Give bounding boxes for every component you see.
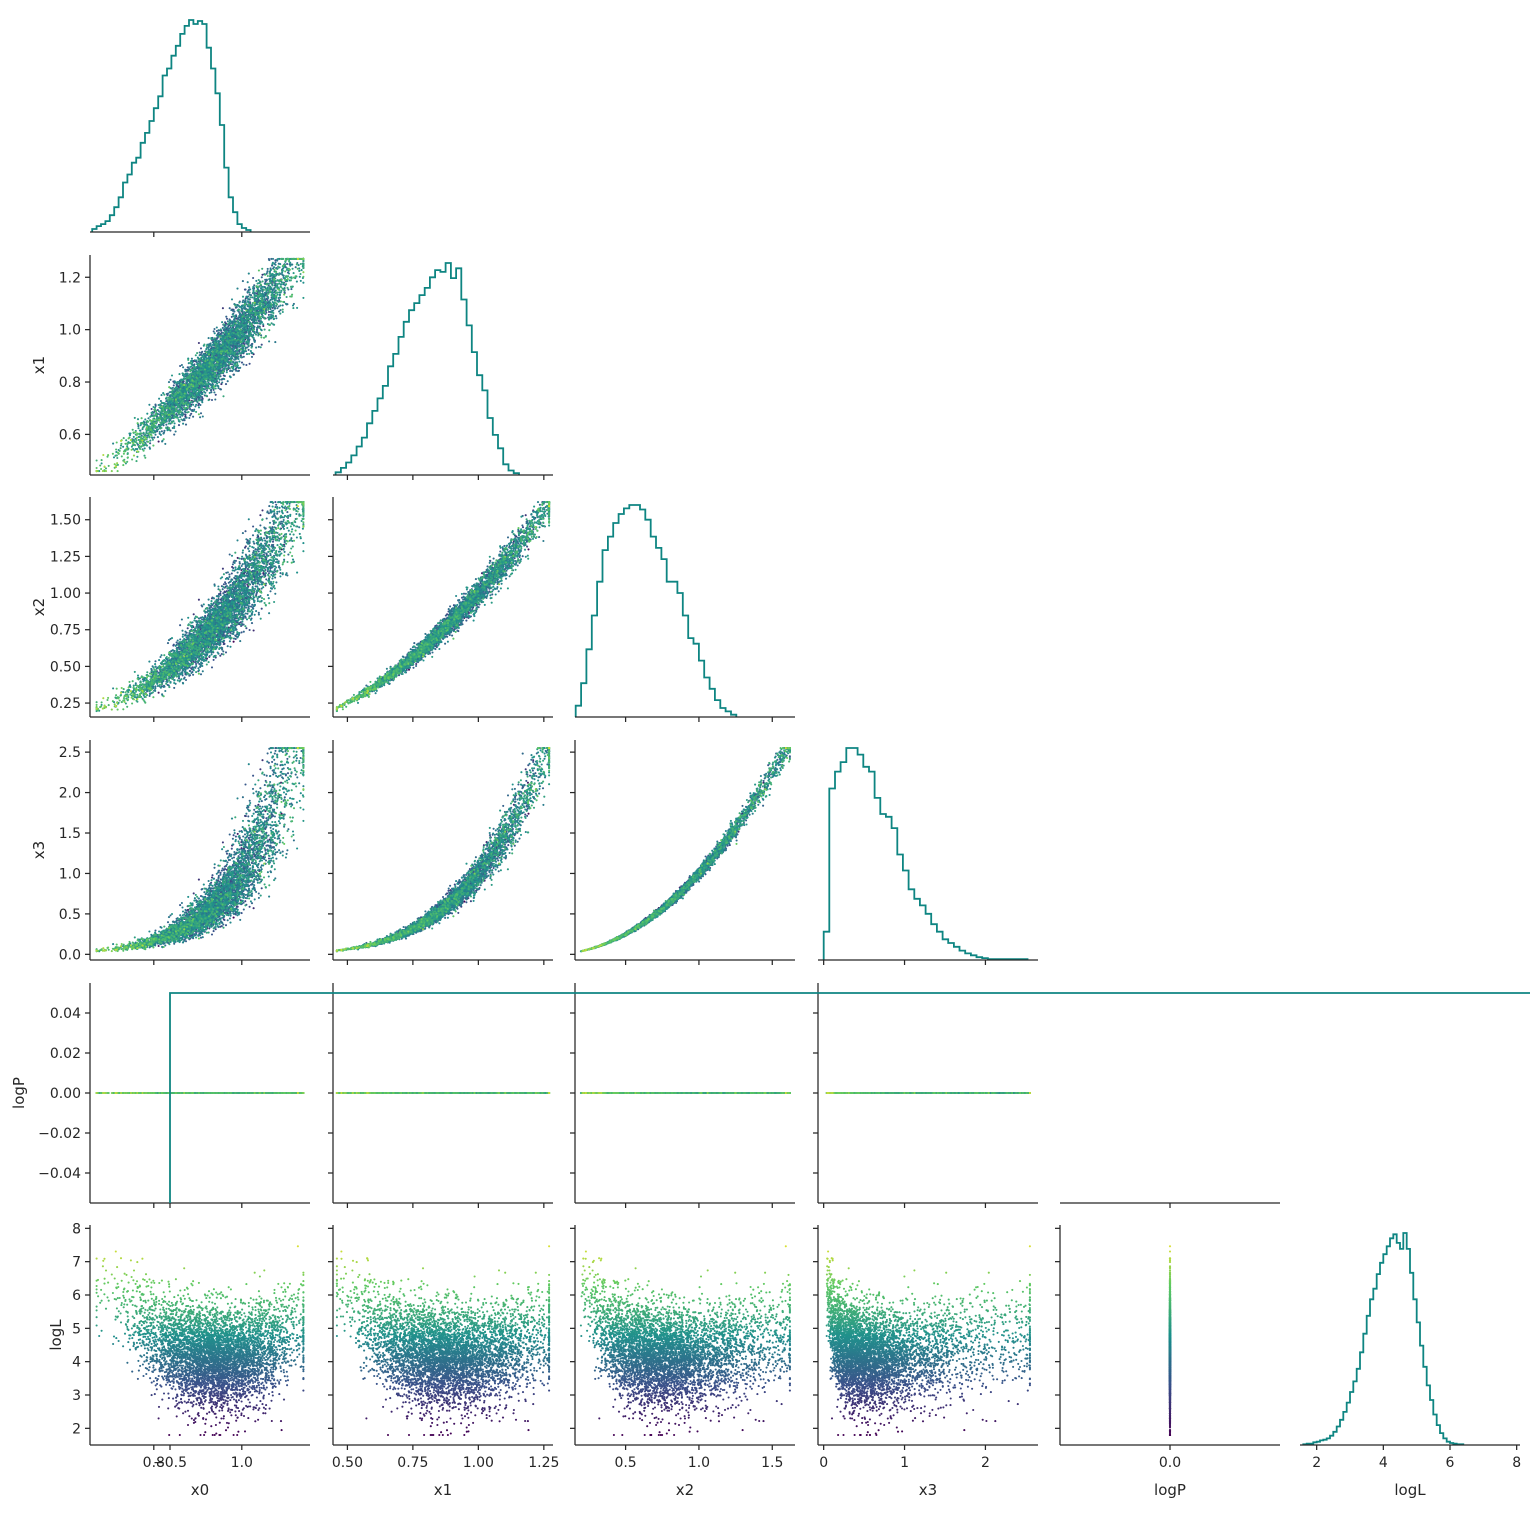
scatter-point [282,304,284,306]
scatter-point [188,417,190,419]
scatter-point [149,442,151,444]
scatter-point [198,342,200,344]
scatter-point [286,263,288,265]
scatter-point [275,315,277,317]
scatter-point [224,375,226,377]
scatter-point [181,405,183,407]
scatter-point [295,266,297,268]
scatter-point [173,434,175,436]
scatter-point [163,430,165,432]
scatter-point [222,327,224,329]
scatter-point [181,364,183,366]
scatter-point [154,404,156,406]
scatter-point [249,363,251,365]
scatter-point [220,388,222,390]
scatter-point [167,393,169,395]
scatter-point [213,330,215,332]
scatter-point [245,364,247,366]
scatter-point [211,399,213,401]
scatter-point [261,276,263,278]
scatter-point [249,301,251,303]
scatter-point [230,309,232,311]
scatter-point [274,308,276,310]
scatter-point [231,363,233,365]
scatter-point [224,321,226,323]
scatter-point [274,259,276,261]
scatter-point [243,356,245,358]
histogram-x0 [92,20,250,232]
scatter-point [169,379,171,381]
scatter-point [233,311,235,313]
x-axis-x0 [90,232,310,237]
scatter-point [278,310,280,312]
scatter-point [258,346,260,348]
scatter-point [200,347,202,349]
histogram-step-line [92,20,250,232]
scatter-point [235,370,237,372]
scatter-point [185,424,187,426]
scatter-point [189,414,191,416]
scatter-point [221,378,223,380]
scatter-point [268,314,270,316]
scatter-point [199,404,201,406]
scatter-point [179,365,181,367]
scatter-point [201,351,203,353]
scatter-point [283,291,285,293]
scatter-point [200,412,202,414]
panels-layer: 0.60.81.01.2x10.250.500.751.001.251.50x2… [10,20,1530,1499]
scatter-point [252,277,254,279]
scatter-point [248,349,250,351]
scatter-point [250,294,252,296]
scatter-x0-x1 [96,258,305,472]
scatter-point [264,279,266,281]
scatter-point [290,288,292,290]
scatter-point [225,383,227,385]
scatter-point [216,338,218,340]
scatter-point [227,380,229,382]
scatter-point [222,307,224,309]
scatter-point [217,332,219,334]
scatter-point [244,289,246,291]
scatter-point [192,416,194,418]
scatter-point [197,404,199,406]
scatter-point [188,366,190,368]
scatter-point [161,430,163,432]
scatter-point [206,389,208,391]
scatter-point [215,394,217,396]
scatter-point [243,363,245,365]
scatter-point [229,307,231,309]
scatter-point [225,316,227,318]
scatter-point [231,316,233,318]
scatter-point [153,437,155,439]
scatter-point [178,424,180,426]
scatter-point [214,398,216,400]
scatter-point [260,334,262,336]
scatter-point [251,356,253,358]
scatter-point [267,268,269,270]
scatter-point [213,328,215,330]
scatter-point [199,416,201,418]
scatter-point [165,424,167,426]
scatter-point [261,344,263,346]
scatter-point [230,370,232,372]
scatter-point [158,441,160,443]
scatter-point [268,259,270,261]
scatter-point [241,362,243,364]
scatter-point [242,280,244,282]
scatter-point [226,318,228,320]
scatter-point [151,408,153,410]
scatter-point [199,351,201,353]
scatter-point [173,384,175,386]
scatter-point [261,274,263,276]
